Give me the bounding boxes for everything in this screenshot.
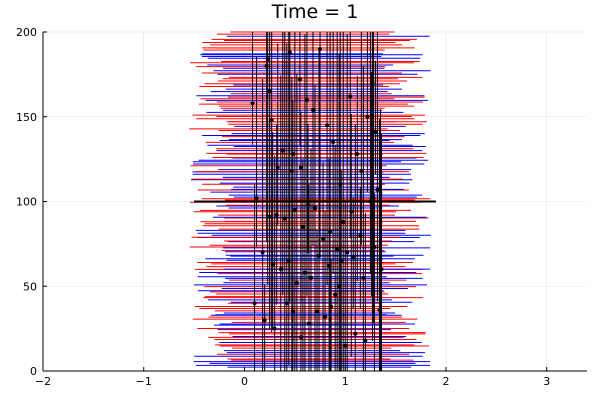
data-point <box>348 94 353 99</box>
y-tick-label: 50 <box>23 280 37 293</box>
data-point <box>353 331 358 336</box>
data-point <box>282 216 287 221</box>
data-point <box>321 236 326 241</box>
data-point <box>302 270 307 275</box>
data-point <box>315 309 320 314</box>
data-point <box>338 182 343 187</box>
data-point <box>369 158 374 163</box>
data-point <box>294 280 299 285</box>
data-point <box>310 107 315 112</box>
data-point <box>373 130 378 135</box>
data-point <box>308 275 313 280</box>
data-point <box>298 335 303 340</box>
x-tick-label: 0 <box>241 375 248 388</box>
data-point <box>274 213 279 218</box>
data-point <box>270 262 275 267</box>
data-point <box>375 187 380 192</box>
data-point <box>267 214 272 219</box>
data-point <box>339 258 344 263</box>
data-point <box>292 207 297 212</box>
data-point <box>335 246 340 251</box>
data-point <box>300 224 305 229</box>
data-point <box>306 321 311 326</box>
data-point <box>287 50 292 55</box>
data-point <box>264 63 269 68</box>
data-point <box>355 152 360 157</box>
data-point <box>260 250 265 255</box>
data-point <box>379 267 384 272</box>
y-tick-label: 200 <box>16 26 37 39</box>
data-point <box>262 318 267 323</box>
data-point <box>269 118 274 123</box>
data-point <box>318 46 323 51</box>
data-point <box>267 89 272 94</box>
data-point <box>361 275 366 280</box>
x-tick-label: 1 <box>342 375 349 388</box>
data-point <box>290 309 295 314</box>
data-point <box>343 343 348 348</box>
data-point <box>358 233 363 238</box>
data-point <box>329 304 334 309</box>
data-point <box>304 97 309 102</box>
chart-title: Time = 1 <box>271 1 359 23</box>
data-point <box>323 314 328 319</box>
data-point <box>305 202 310 207</box>
vertical-error-bars <box>252 32 382 371</box>
data-point <box>275 165 280 170</box>
data-point <box>337 284 342 289</box>
data-point <box>345 250 350 255</box>
data-point <box>290 152 295 157</box>
data-point <box>359 168 364 173</box>
y-axis-ticks: 0 50 100 150 200 <box>16 26 47 378</box>
data-point <box>349 209 354 214</box>
data-point <box>252 301 257 306</box>
data-point <box>341 219 346 224</box>
x-tick-label: 3 <box>543 375 550 388</box>
data-point <box>272 326 277 331</box>
x-tick-label: −1 <box>136 375 152 388</box>
data-point <box>317 253 322 258</box>
data-point <box>370 80 375 85</box>
data-point <box>327 263 332 268</box>
data-point <box>313 206 317 211</box>
data-point <box>286 258 291 263</box>
data-point <box>378 257 383 262</box>
y-tick-label: 150 <box>16 111 37 124</box>
data-point <box>250 101 255 106</box>
data-point <box>289 168 294 173</box>
data-point <box>298 165 303 170</box>
data-point <box>331 140 336 145</box>
data-point <box>377 307 382 312</box>
data-point <box>371 196 376 201</box>
x-tick-label: 2 <box>442 375 449 388</box>
data-point <box>372 245 377 250</box>
data-point <box>351 255 356 260</box>
data-point <box>368 199 373 204</box>
data-point <box>297 77 302 82</box>
y-tick-label: 100 <box>16 196 37 209</box>
data-point <box>365 114 370 119</box>
data-point <box>328 230 333 235</box>
data-points <box>250 46 384 348</box>
data-point <box>280 148 285 153</box>
x-tick-label: −2 <box>35 375 51 388</box>
x-axis-ticks: −2 −1 0 1 2 3 <box>35 367 550 388</box>
data-point <box>278 267 283 272</box>
data-point <box>333 292 338 297</box>
data-point <box>265 57 270 62</box>
data-point <box>254 196 259 201</box>
data-point <box>325 123 330 128</box>
y-tick-label: 0 <box>30 365 37 378</box>
data-point <box>363 338 368 343</box>
data-point <box>284 301 289 306</box>
